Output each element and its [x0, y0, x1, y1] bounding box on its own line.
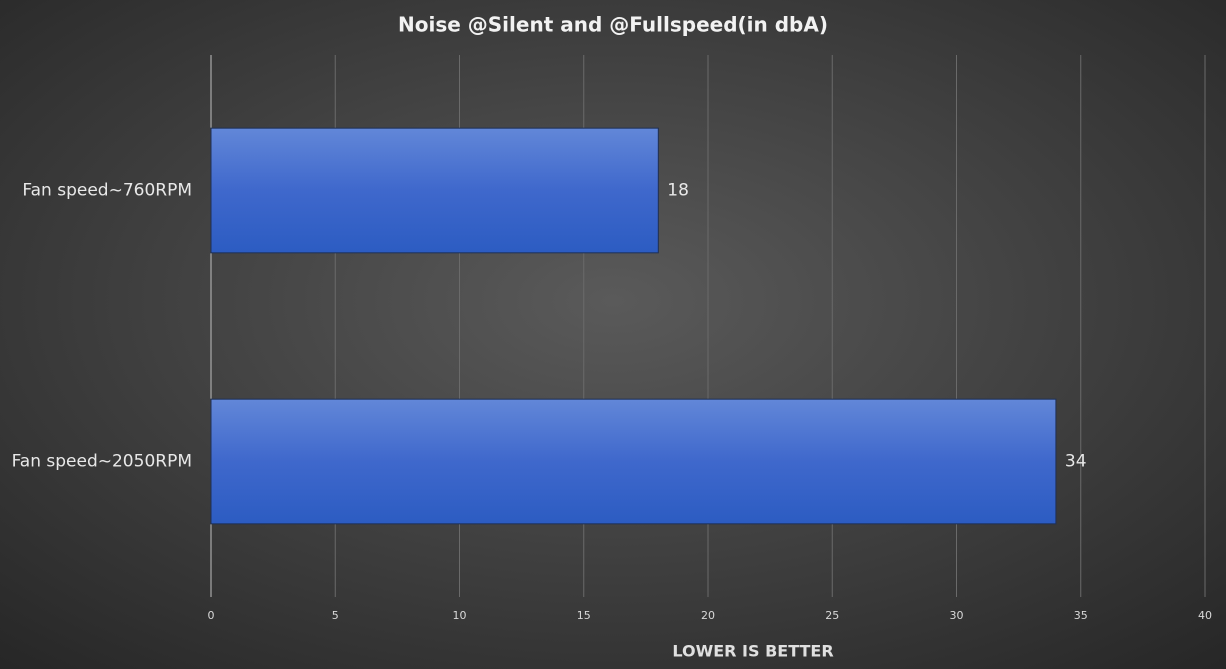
- value-label: 18: [667, 181, 689, 201]
- x-tick-label: 20: [701, 609, 715, 622]
- chart-title: Noise @Silent and @Fullspeed(in dbA): [398, 13, 828, 37]
- x-tick-label: 15: [577, 609, 591, 622]
- x-tick-label: 40: [1198, 609, 1212, 622]
- y-tick-label: Fan speed~2050RPM: [12, 452, 192, 472]
- x-tick-label: 5: [332, 609, 339, 622]
- x-tick-label: 25: [825, 609, 839, 622]
- bar: [210, 127, 659, 254]
- x-tick-label: 35: [1074, 609, 1088, 622]
- x-tick-label: 30: [950, 609, 964, 622]
- x-tick-label: 10: [453, 609, 467, 622]
- value-label: 34: [1065, 452, 1087, 472]
- y-tick-label: Fan speed~760RPM: [22, 181, 192, 201]
- x-tick-label: 0: [208, 609, 215, 622]
- bar: [210, 398, 1057, 525]
- x-axis-title: LOWER IS BETTER: [672, 642, 833, 661]
